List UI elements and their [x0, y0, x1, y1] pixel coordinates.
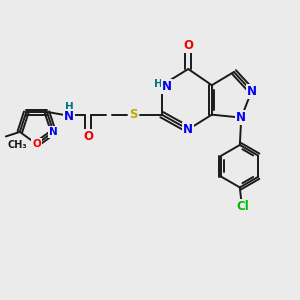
Text: N: N [64, 110, 74, 123]
Text: N: N [236, 111, 246, 124]
Text: O: O [83, 130, 93, 143]
Text: O: O [183, 39, 193, 52]
Text: N: N [183, 123, 193, 136]
Text: N: N [247, 85, 256, 98]
Text: H: H [65, 102, 74, 112]
Text: H: H [154, 79, 163, 89]
Text: CH₃: CH₃ [7, 140, 27, 150]
Text: Cl: Cl [236, 200, 249, 213]
Text: O: O [32, 139, 41, 149]
Text: S: S [130, 108, 138, 121]
Text: N: N [49, 127, 58, 137]
Text: N: N [162, 80, 172, 93]
